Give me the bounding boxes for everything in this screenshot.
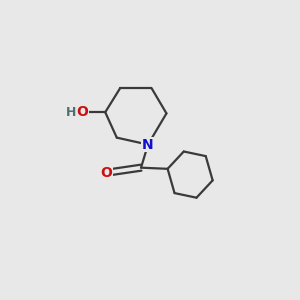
Text: O: O [76,105,88,119]
Text: N: N [142,138,154,152]
Text: H: H [66,106,76,119]
Text: O: O [100,166,112,180]
